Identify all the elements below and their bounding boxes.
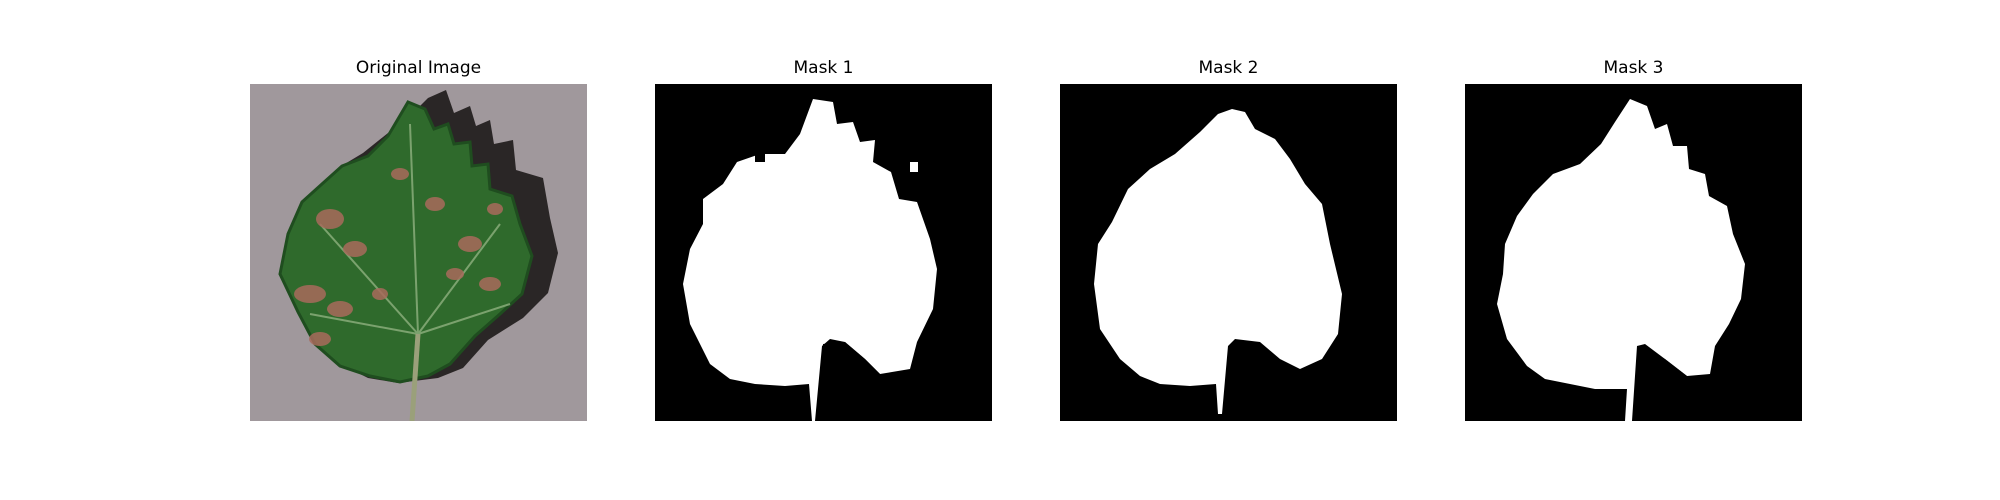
mask-3-image (1465, 84, 1802, 421)
panel-mask-1: Mask 1 (655, 0, 992, 500)
panel-title: Mask 1 (793, 58, 854, 78)
panel-mask-3: Mask 3 (1465, 0, 1802, 500)
panel-title: Original Image (355, 58, 482, 78)
panel-mask-2: Mask 2 (1060, 0, 1397, 500)
panel-original-image: Original Image (250, 0, 587, 500)
panel-title: Mask 3 (1603, 58, 1664, 78)
mask-2-image (1060, 84, 1397, 421)
mask-1-image (655, 84, 992, 421)
panel-title: Mask 2 (1198, 58, 1259, 78)
original-leaf-photo (250, 84, 587, 421)
